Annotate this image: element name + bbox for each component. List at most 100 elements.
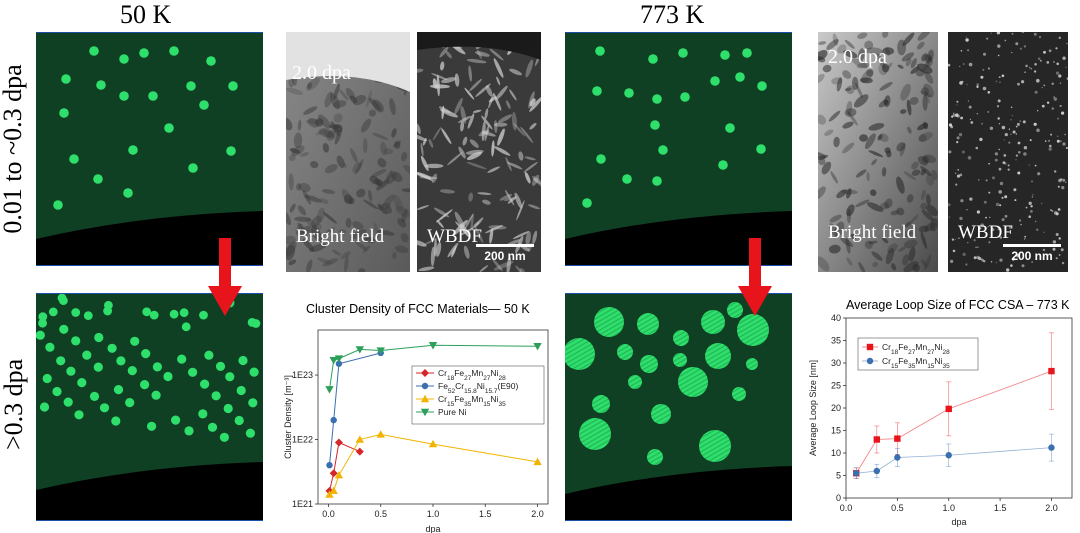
defect-contrast — [315, 118, 324, 127]
defect-contrast — [529, 98, 536, 107]
defect-cluster — [83, 311, 93, 320]
defect-cluster — [199, 100, 209, 110]
defect-contrast — [1023, 152, 1027, 156]
defect-contrast — [311, 225, 322, 242]
defect-contrast — [431, 173, 438, 183]
defect-cluster — [94, 332, 104, 343]
y-tick-label: 40 — [831, 313, 841, 323]
defect-cluster — [113, 385, 124, 395]
defect-cluster — [59, 296, 68, 305]
defect-contrast — [430, 246, 435, 267]
defect-contrast — [1025, 206, 1028, 209]
defect-contrast — [1056, 117, 1060, 120]
defect-cluster — [211, 391, 221, 401]
defect-contrast — [417, 123, 421, 135]
legend-marker — [421, 369, 429, 377]
defect-contrast — [512, 231, 530, 240]
defect-contrast — [297, 222, 308, 237]
defect-contrast — [1015, 154, 1018, 157]
defect-cluster — [61, 74, 71, 84]
defect-contrast — [304, 195, 322, 203]
defect-contrast — [324, 91, 333, 108]
schematic-773k-high-dose — [565, 293, 792, 521]
defect-contrast — [452, 219, 468, 236]
dose-label: 2.0 dpa — [828, 46, 887, 68]
defect-contrast — [983, 260, 986, 263]
defect-contrast — [860, 69, 874, 84]
dislocation-loop — [637, 313, 659, 335]
defect-contrast — [1043, 50, 1046, 54]
defect-contrast — [846, 85, 855, 95]
defect-cluster — [198, 409, 208, 419]
data-point — [1048, 367, 1055, 375]
defect-contrast — [525, 231, 531, 246]
defect-contrast — [435, 209, 453, 223]
defect-contrast — [999, 204, 1002, 207]
defect-contrast — [1010, 106, 1013, 109]
defect-contrast — [1043, 231, 1045, 233]
defect-contrast — [1008, 141, 1011, 144]
defect-contrast — [959, 65, 961, 68]
defect-contrast — [497, 128, 505, 146]
chart-title: Average Loop Size of FCC CSA – 773 K — [846, 298, 1070, 312]
defect-contrast — [884, 198, 893, 209]
defect-contrast — [1046, 61, 1050, 64]
data-point — [330, 416, 337, 424]
defect-contrast — [489, 228, 494, 244]
defect-contrast — [340, 251, 351, 259]
y-tick-label: 15 — [831, 426, 841, 436]
defect-contrast — [433, 238, 437, 257]
defect-contrast — [952, 114, 956, 117]
defect-contrast — [967, 242, 969, 244]
defect-cluster — [74, 410, 84, 420]
defect-cluster — [141, 349, 151, 359]
defect-contrast — [1043, 84, 1046, 87]
defect-contrast — [924, 91, 931, 104]
defect-contrast — [372, 99, 384, 113]
defect-contrast — [496, 76, 501, 86]
data-point — [428, 439, 438, 448]
defect-cluster — [582, 198, 592, 208]
defect-contrast — [368, 109, 377, 117]
y-tick-label: 20 — [831, 403, 841, 413]
defect-contrast — [926, 57, 933, 67]
defect-contrast — [1017, 253, 1020, 256]
arrow-down-50k — [208, 238, 242, 316]
defect-contrast — [973, 256, 977, 260]
data-point — [355, 435, 365, 443]
series-line — [329, 441, 361, 491]
defect-contrast — [956, 104, 958, 106]
defect-contrast — [344, 255, 349, 272]
schematic-50k-high-dose — [36, 293, 263, 521]
defect-cluster — [200, 379, 210, 389]
defect-contrast — [903, 171, 917, 181]
defect-contrast — [980, 223, 984, 227]
defect-cluster — [36, 330, 45, 340]
defect-contrast — [1048, 49, 1052, 53]
defect-contrast — [466, 161, 487, 170]
defect-contrast — [363, 199, 378, 210]
defect-contrast — [860, 77, 873, 84]
defect-contrast — [1052, 247, 1056, 251]
defect-contrast — [952, 249, 956, 253]
legend-label: Pure Ni — [438, 407, 466, 417]
defect-contrast — [352, 161, 362, 174]
defect-contrast — [400, 233, 409, 243]
defect-contrast — [532, 175, 541, 191]
defect-contrast — [491, 140, 495, 157]
defect-contrast — [925, 194, 931, 206]
defect-cluster — [89, 46, 99, 56]
defect-contrast — [855, 199, 870, 208]
defect-cluster — [116, 356, 126, 366]
defect-contrast — [858, 48, 865, 62]
defect-contrast — [296, 183, 302, 191]
dose-label: 2.0 dpa — [292, 62, 351, 84]
defect-contrast — [299, 152, 310, 157]
defect-contrast — [391, 128, 397, 138]
data-point — [945, 405, 952, 413]
data-point — [1048, 444, 1055, 451]
defect-cluster — [226, 146, 236, 156]
defect-contrast — [1048, 147, 1052, 151]
defect-contrast — [975, 146, 979, 150]
defect-contrast — [1011, 51, 1013, 54]
